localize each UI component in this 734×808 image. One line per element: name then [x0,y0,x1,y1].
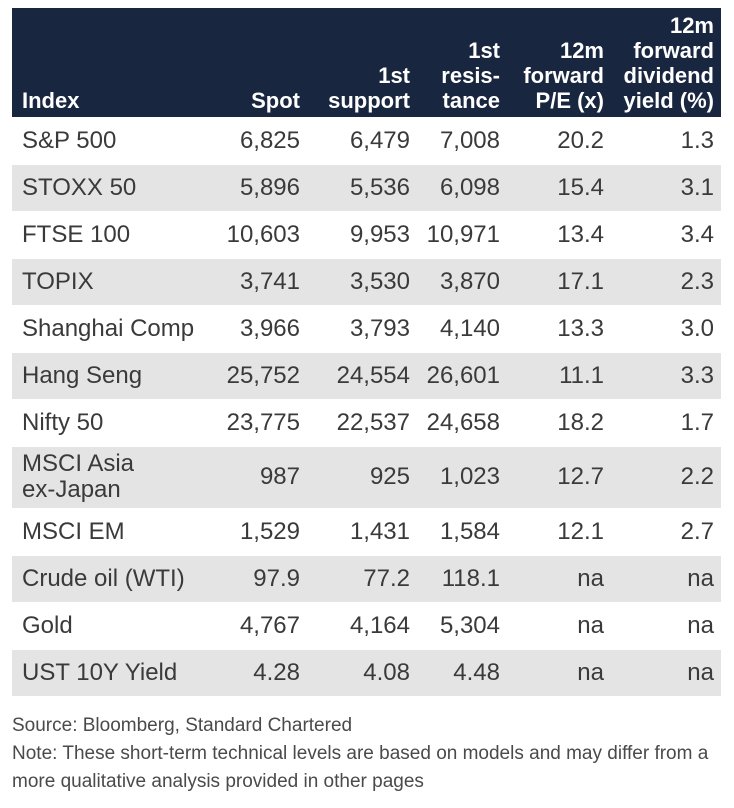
cell-spot: 23,775 [226,408,300,436]
cell-index-name: S&P 500 [22,126,117,154]
header-12m-forward-dividend-yield: 12m forward dividend yield (%) [623,12,714,113]
cell-first-support: 4,164 [349,611,410,639]
table-row: UST 10Y Yield 4.28 4.08 4.48 na na [12,649,721,696]
table-row: S&P 500 6,825 6,479 7,008 20.2 1.3 [12,117,721,164]
cell-spot: 10,603 [226,220,300,248]
cell-forward-pe: na [577,564,604,592]
technical-levels-table: Index Spot 1st support 1st resis- tance … [12,8,721,696]
cell-first-resistance: 3,870 [439,267,500,295]
cell-index-name: Hang Seng [22,361,143,389]
cell-first-resistance: 6,098 [439,173,500,201]
cell-first-resistance: 1,023 [439,463,500,490]
header-1st-resistance: 1st resis- tance [441,37,500,113]
cell-dividend-yield: na [687,564,714,592]
cell-dividend-yield: 3.3 [680,361,714,389]
table-row: MSCI Asia ex-Japan 987 925 1,023 12.7 2.2 [12,446,721,508]
cell-first-support: 3,530 [349,267,410,295]
cell-forward-pe: 13.3 [557,314,604,342]
cell-index-name: Gold [22,611,73,639]
cell-dividend-yield: 3.1 [680,173,714,201]
header-12m-forward-pe: 12m forward P/E (x) [523,37,604,113]
table-row: MSCI EM 1,529 1,431 1,584 12.1 2.7 [12,508,721,555]
cell-first-support: 22,537 [336,408,410,436]
cell-dividend-yield: 1.7 [680,408,714,436]
header-index: Index [22,87,80,113]
cell-spot: 6,825 [239,126,300,154]
cell-forward-pe: 11.1 [559,361,604,389]
table-row: Hang Seng 25,752 24,554 26,601 11.1 3.3 [12,352,721,399]
table-body: S&P 500 6,825 6,479 7,008 20.2 1.3 STOXX 50 5,8… [12,117,721,696]
cell-dividend-yield: 2.7 [680,517,714,545]
table-row: TOPIX 3,741 3,530 3,870 17.1 2.3 [12,258,721,305]
cell-first-resistance: 118.1 [441,564,500,592]
cell-first-resistance: 24,658 [426,408,500,436]
cell-first-resistance: 1,584 [439,517,500,545]
cell-first-support: 3,793 [349,314,410,342]
cell-spot: 4.28 [253,658,300,686]
cell-dividend-yield: 3.4 [680,220,714,248]
cell-dividend-yield: 1.3 [680,126,714,154]
cell-forward-pe: 12.1 [557,517,604,545]
cell-dividend-yield: 2.3 [680,267,714,295]
header-row: Index Spot 1st support 1st resis- tance … [12,8,721,117]
cell-first-resistance: 5,304 [439,611,500,639]
cell-index-name: FTSE 100 [22,220,131,248]
cell-first-resistance: 7,008 [439,126,500,154]
cell-spot: 97.9 [253,564,300,592]
cell-index-name: TOPIX [22,267,94,295]
cell-forward-pe: na [577,658,604,686]
header-1st-support: 1st support [328,62,410,113]
table-row: STOXX 50 5,896 5,536 6,098 15.4 3.1 [12,164,721,211]
table-row: Shanghai Comp 3,966 3,793 4,140 13.3 3.0 [12,305,721,352]
cell-forward-pe: 13.4 [557,220,604,248]
cell-first-support: 4.08 [363,658,410,686]
cell-index-name: Nifty 50 [22,408,104,436]
table-row: Gold 4,767 4,164 5,304 na na [12,602,721,649]
cell-dividend-yield: na [687,658,714,686]
cell-dividend-yield: 3.0 [680,314,714,342]
cell-first-support: 1,431 [349,517,410,545]
cell-forward-pe: 18.2 [557,408,604,436]
cell-index-name: Shanghai Comp [22,314,195,342]
cell-first-support: 9,953 [349,220,410,248]
cell-spot: 3,741 [239,267,300,295]
cell-spot: 987 [259,463,300,490]
disclaimer-note: Note: These short-term technical levels … [12,743,709,792]
cell-forward-pe: 17.1 [557,267,604,295]
cell-forward-pe: 15.4 [557,173,604,201]
cell-first-support: 925 [369,463,410,490]
table-row: FTSE 100 10,603 9,953 10,971 13.4 3.4 [12,211,721,258]
footnotes: Source: Bloomberg, Standard Chartered No… [12,712,728,796]
cell-first-support: 24,554 [336,361,410,389]
cell-spot: 5,896 [239,173,300,201]
cell-first-support: 77.2 [363,564,410,592]
cell-spot: 4,767 [239,611,300,639]
cell-forward-pe: 20.2 [557,126,604,154]
cell-forward-pe: na [577,611,604,639]
source-note: Source: Bloomberg, Standard Chartered [12,715,353,736]
cell-first-support: 5,536 [349,173,410,201]
table-header: Index Spot 1st support 1st resis- tance … [12,8,721,117]
cell-index-name: MSCI Asia ex-Japan [22,450,135,503]
cell-dividend-yield: na [687,611,714,639]
table-row: Nifty 50 23,775 22,537 24,658 18.2 1.7 [12,399,721,446]
cell-index-name: STOXX 50 [22,173,137,201]
cell-index-name: MSCI EM [22,517,125,545]
header-spot: Spot [251,87,300,113]
cell-spot: 25,752 [226,361,300,389]
cell-spot: 3,966 [239,314,300,342]
cell-first-resistance: 4,140 [439,314,500,342]
cell-dividend-yield: 2.2 [680,463,714,490]
cell-first-support: 6,479 [349,126,410,154]
cell-index-name: Crude oil (WTI) [22,564,185,592]
cell-first-resistance: 26,601 [426,361,500,389]
cell-first-resistance: 10,971 [426,220,500,248]
cell-first-resistance: 4.48 [453,658,500,686]
cell-spot: 1,529 [239,517,300,545]
table-row: Crude oil (WTI) 97.9 77.2 118.1 na na [12,555,721,602]
cell-index-name: UST 10Y Yield [22,658,178,686]
cell-forward-pe: 12.7 [557,463,604,490]
